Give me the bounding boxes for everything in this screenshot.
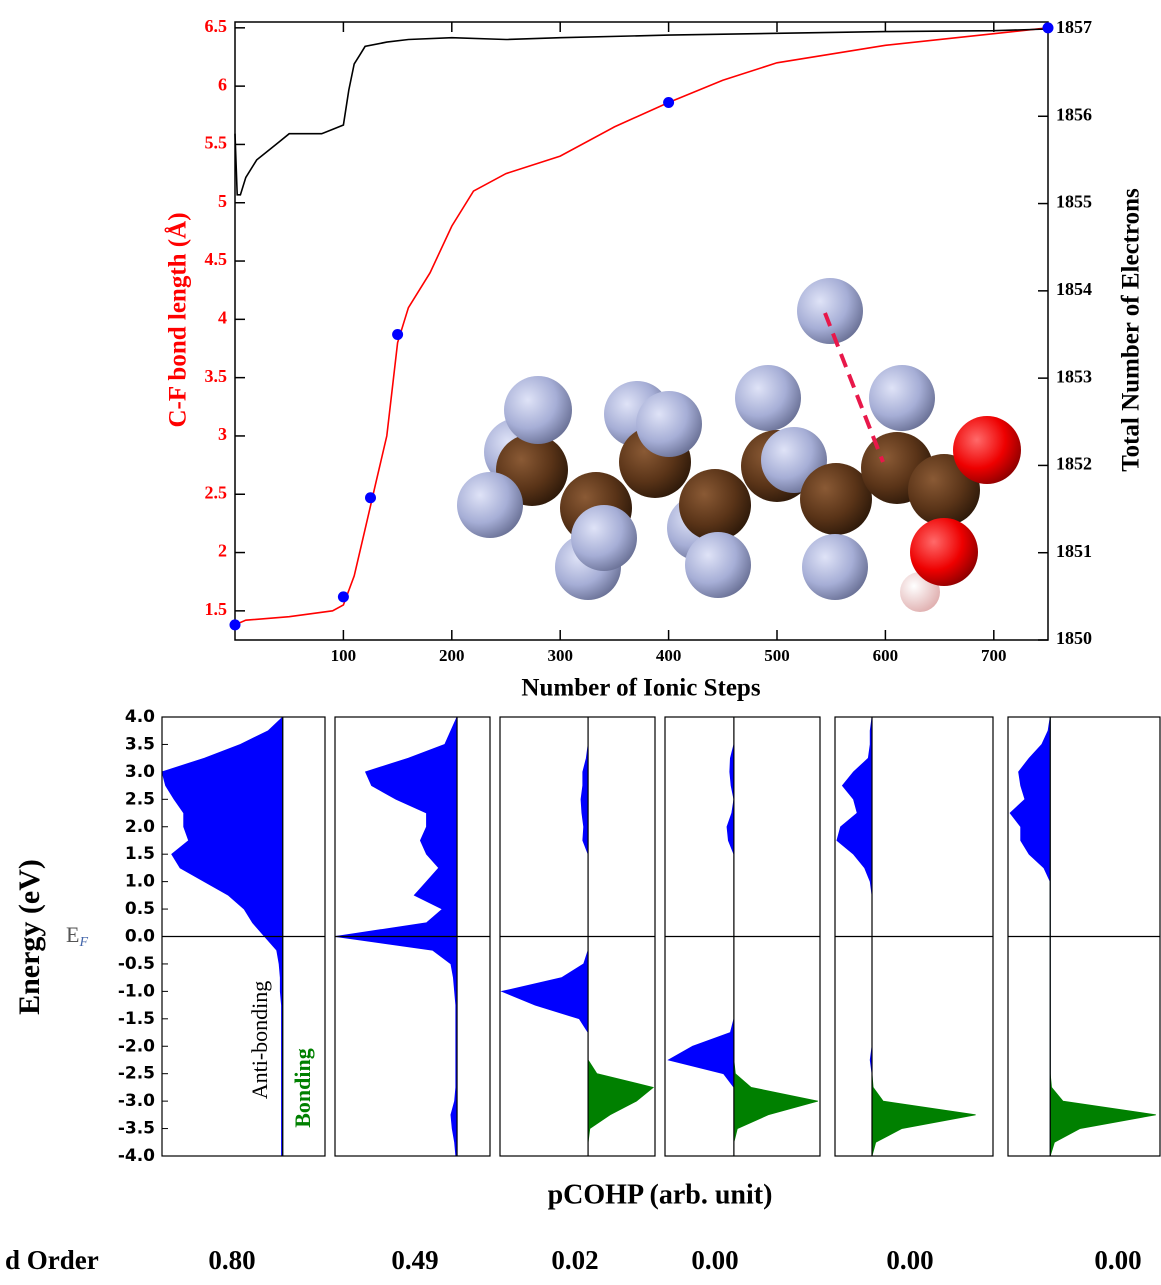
y-tick-label: -4.0 xyxy=(118,1146,155,1166)
anti-bonding-area xyxy=(161,716,284,1157)
row-label: d Order xyxy=(5,1245,99,1275)
fermi-label: EF xyxy=(66,922,88,950)
y2-tick-label: 1855 xyxy=(1056,192,1092,212)
y-tick-label: 3.0 xyxy=(125,762,155,782)
bond-order: 0.49 xyxy=(391,1245,438,1275)
y-tick-label: -3.5 xyxy=(118,1119,155,1139)
y2-tick-label: 1850 xyxy=(1056,628,1092,648)
x-tick-label: 500 xyxy=(764,646,790,665)
y-tick-label: 0.5 xyxy=(125,899,155,919)
y-tick-label: 2 xyxy=(218,541,227,561)
bond-order: 0.02 xyxy=(551,1245,598,1275)
y-tick-label: 3.5 xyxy=(125,734,155,754)
y-tick-label: 1.5 xyxy=(125,844,155,864)
y-tick-label: 2.5 xyxy=(125,789,155,809)
data-point xyxy=(1042,22,1054,34)
data-point xyxy=(392,328,404,340)
plot-frame xyxy=(234,21,1049,641)
y-tick-label: 2.5 xyxy=(205,482,228,502)
y-tick-label: 5 xyxy=(218,191,227,211)
fermi-sub: F xyxy=(78,935,88,950)
x-axis-label: Number of Ionic Steps xyxy=(521,675,760,702)
y-tick-label: 6 xyxy=(218,74,227,94)
y2-tick-label: 1851 xyxy=(1056,541,1092,561)
y-tick-label: -0.5 xyxy=(118,954,155,974)
x-tick-label: 300 xyxy=(547,646,573,665)
data-point xyxy=(663,96,675,108)
y-tick-label: -2.5 xyxy=(118,1064,155,1084)
y-tick-label: 5.5 xyxy=(205,133,228,153)
series-line xyxy=(234,27,1049,626)
y-tick-label: -1.5 xyxy=(118,1009,155,1029)
series-line xyxy=(234,28,1049,196)
bond-order: 0.00 xyxy=(691,1245,738,1275)
y-tick-label: 4.5 xyxy=(205,249,228,269)
y2-tick-label: 1854 xyxy=(1056,279,1092,299)
x-tick-label: 700 xyxy=(981,646,1007,665)
y2-tick-label: 1852 xyxy=(1056,454,1092,474)
annotation: Bonding xyxy=(290,1048,315,1128)
y-tick-label: 3.5 xyxy=(205,366,228,386)
y2-tick-label: 1856 xyxy=(1056,104,1092,124)
y-tick-label: -3.0 xyxy=(118,1091,155,1111)
y-axis-label: Energy (eV) xyxy=(13,859,46,1015)
y2-tick-label: 1857 xyxy=(1056,17,1092,37)
y-tick-label: 1.5 xyxy=(205,599,228,619)
bond-order: 0.80 xyxy=(208,1245,255,1275)
y-tick-label: 1.0 xyxy=(125,872,155,892)
x-axis-label: pCOHP (arb. unit) xyxy=(548,1179,773,1210)
x-tick-label: 400 xyxy=(656,646,682,665)
fermi-main: E xyxy=(66,922,79,947)
annotation: Anti-bonding xyxy=(247,981,272,1100)
data-point xyxy=(229,619,241,631)
y-tick-label: 2.0 xyxy=(125,817,155,837)
y-axis-label: C-F bond length (Å) xyxy=(164,212,192,427)
y-tick-label: 4.0 xyxy=(125,707,155,727)
y2-axis-label: Total Number of Electrons xyxy=(1118,188,1145,472)
x-tick-label: 200 xyxy=(439,646,465,665)
bond-order: 0.00 xyxy=(1094,1245,1141,1275)
y-tick-label: 0.0 xyxy=(125,927,155,947)
data-point xyxy=(337,591,349,603)
y-tick-label: 4 xyxy=(218,307,227,327)
bond-order: 0.00 xyxy=(886,1245,933,1275)
y-tick-label: 3 xyxy=(218,424,227,444)
y2-tick-label: 1853 xyxy=(1056,366,1092,386)
x-tick-label: 600 xyxy=(873,646,899,665)
data-point xyxy=(365,492,376,504)
y-tick-label: 6.5 xyxy=(205,16,228,36)
x-tick-label: 100 xyxy=(331,646,357,665)
molecule xyxy=(457,278,1021,612)
y-tick-label: -1.0 xyxy=(118,981,155,1001)
y-tick-label: -2.0 xyxy=(118,1036,155,1056)
